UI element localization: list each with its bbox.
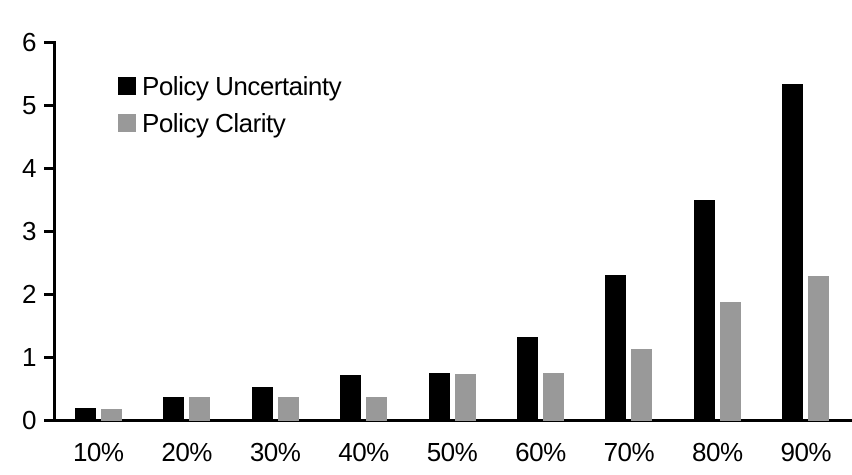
bar-policy-clarity-50%: [454, 374, 476, 421]
x-axis-line: [53, 419, 852, 422]
y-axis-line: [53, 41, 56, 422]
y-tick-label: 6: [22, 27, 36, 57]
x-tick-label: 60%: [515, 437, 566, 467]
x-tick-label: 40%: [338, 437, 389, 467]
legend-item-policy-uncertainty: Policy Uncertainty: [118, 70, 342, 101]
x-tick-label: 20%: [161, 437, 212, 467]
bar-policy-clarity-40%: [366, 397, 388, 421]
legend: Policy Uncertainty Policy Clarity: [118, 70, 342, 146]
y-axis-tick: [44, 418, 54, 422]
legend-swatch-policy-clarity: [118, 114, 136, 132]
x-tick-label: 80%: [692, 437, 743, 467]
legend-item-policy-clarity: Policy Clarity: [118, 107, 341, 138]
x-tick-label: 50%: [426, 437, 478, 467]
y-axis-tick: [44, 355, 54, 359]
y-tick-label: 1: [22, 342, 36, 372]
bar-policy-uncertainty-70%: [605, 275, 627, 421]
bar-policy-uncertainty-30%: [251, 386, 273, 421]
bar-policy-uncertainty-60%: [516, 336, 538, 421]
legend-label-policy-clarity: Policy Clarity: [142, 107, 286, 138]
y-axis-tick: [44, 103, 54, 107]
y-axis-tick: [44, 40, 54, 44]
bar-policy-uncertainty-20%: [163, 396, 185, 421]
y-axis-tick: [44, 229, 54, 233]
bar-policy-clarity-10%: [100, 409, 122, 421]
bar-policy-clarity-20%: [189, 397, 211, 421]
bar-policy-clarity-90%: [808, 276, 830, 421]
y-axis-tick: [44, 166, 54, 170]
x-tick-label: 70%: [603, 437, 655, 467]
bar-policy-uncertainty-10%: [74, 408, 96, 421]
bar-policy-clarity-60%: [542, 373, 564, 421]
bar-policy-clarity-30%: [277, 397, 299, 421]
y-axis-tick: [44, 292, 54, 296]
legend-label-policy-uncertainty: Policy Uncertainty: [142, 70, 342, 101]
x-tick-label: 90%: [780, 437, 832, 467]
x-tick-label: 30%: [249, 437, 301, 467]
bar-policy-uncertainty-50%: [428, 373, 450, 421]
y-tick-label: 2: [22, 279, 36, 309]
bar-policy-uncertainty-40%: [340, 374, 362, 421]
bar-policy-clarity-80%: [719, 301, 741, 421]
y-tick-label: 4: [22, 153, 36, 183]
bar-policy-uncertainty-80%: [693, 199, 715, 421]
y-tick-label: 0: [22, 405, 36, 435]
y-tick-label: 5: [22, 90, 36, 120]
legend-swatch-policy-uncertainty: [118, 77, 136, 95]
bar-policy-clarity-70%: [631, 349, 653, 421]
y-tick-label: 3: [22, 216, 36, 246]
bar-policy-uncertainty-90%: [782, 84, 804, 421]
x-tick-label: 10%: [72, 437, 124, 467]
